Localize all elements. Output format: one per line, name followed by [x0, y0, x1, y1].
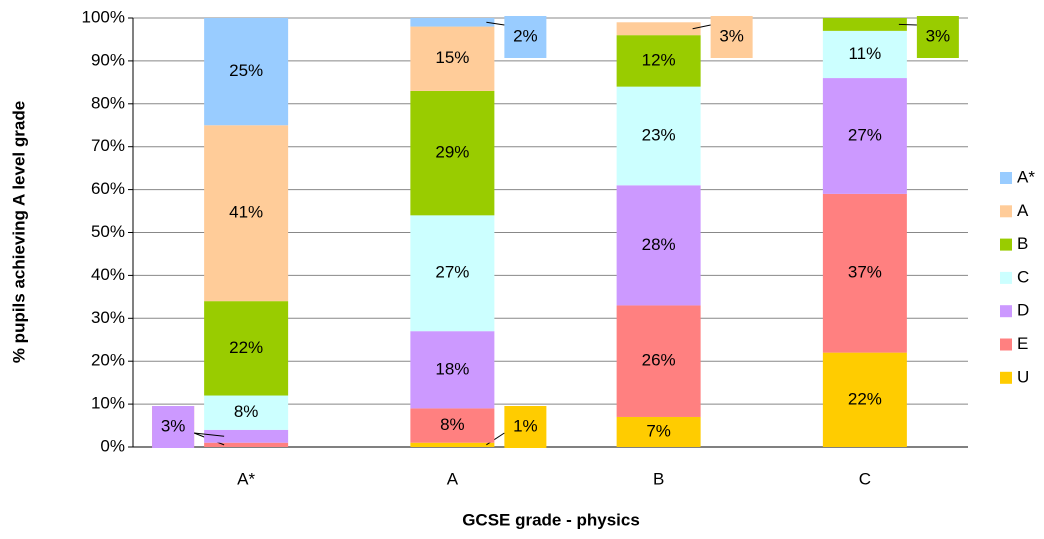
legend-label: E: [1017, 334, 1028, 353]
x-tick-label: C: [859, 469, 871, 488]
bar-segment: [410, 90, 495, 216]
value-label: 7%: [646, 421, 671, 440]
value-label: 1%: [513, 416, 538, 435]
bar-segment: [410, 26, 495, 91]
value-label: 8%: [440, 415, 465, 434]
x-tick-label: A: [447, 469, 459, 488]
value-label: 12%: [642, 50, 676, 69]
value-label: 15%: [435, 48, 469, 67]
legend-swatch: [1000, 238, 1012, 251]
bar-segment: [410, 408, 495, 443]
legend-label: A: [1017, 201, 1029, 220]
value-label: 27%: [848, 125, 882, 144]
bar-segment: [204, 442, 289, 447]
y-tick-label: 50%: [91, 222, 125, 241]
x-tick-label: B: [653, 469, 664, 488]
y-tick-label: 80%: [91, 93, 125, 112]
bar-segment: [204, 125, 289, 302]
y-axis-label: % pupils achieving A level grade: [9, 101, 28, 363]
value-label: 27%: [435, 263, 469, 282]
y-tick-label: 100%: [82, 7, 125, 26]
bar-segment: [822, 193, 907, 353]
bar-segment: [822, 78, 907, 194]
legend-swatch: [1000, 271, 1012, 284]
value-label: 8%: [234, 402, 259, 421]
value-label: 3%: [926, 26, 951, 45]
callout-line: [194, 432, 225, 437]
y-tick-label: 10%: [91, 394, 125, 413]
legend-label: D: [1017, 301, 1029, 320]
callout-box: [504, 406, 547, 448]
legend-label: A*: [1017, 167, 1035, 186]
bar-segment: [410, 18, 495, 27]
legend-label: C: [1017, 267, 1029, 286]
bar-segment: [204, 395, 289, 430]
callout-box: [152, 406, 195, 448]
legend-swatch: [1000, 338, 1012, 351]
bar-segment: [410, 215, 495, 332]
bar-segment: [616, 185, 701, 306]
callout-box: [916, 16, 959, 58]
bar-segment: [204, 429, 289, 443]
bar-segment: [616, 35, 701, 87]
value-label: 26%: [642, 351, 676, 370]
value-label: 25%: [229, 61, 263, 80]
value-label: 18%: [435, 359, 469, 378]
x-tick-label: A*: [237, 469, 255, 488]
y-tick-label: 90%: [91, 50, 125, 69]
bar-segment: [410, 442, 495, 447]
value-label: 11%: [848, 44, 881, 63]
bar-segment: [616, 22, 701, 36]
value-label: 29%: [435, 143, 469, 162]
callout-line: [692, 24, 711, 30]
callout-box: [710, 16, 753, 58]
callout-line: [898, 23, 917, 26]
value-label: 22%: [229, 338, 263, 357]
value-label: 37%: [848, 263, 882, 282]
bar-segment: [822, 352, 907, 447]
y-tick-label: 60%: [91, 179, 125, 198]
value-label: 28%: [642, 235, 676, 254]
value-label: 2%: [513, 26, 538, 45]
value-label: 3%: [161, 416, 186, 435]
value-label: 22%: [848, 389, 882, 408]
callout-line: [486, 21, 505, 26]
y-tick-label: 20%: [91, 351, 125, 370]
legend-label: U: [1017, 367, 1029, 386]
legend-swatch: [1000, 371, 1012, 384]
callout-box: [504, 16, 547, 58]
bar-segment: [822, 18, 907, 31]
bar-segment: [616, 416, 701, 447]
legend-label: B: [1017, 234, 1028, 253]
legend-swatch: [1000, 172, 1012, 184]
bar-segment: [822, 30, 907, 79]
bar-segment: [204, 301, 289, 396]
value-label: 41%: [229, 203, 263, 222]
bar-segment: [616, 86, 701, 186]
y-tick-label: 40%: [91, 265, 125, 284]
y-tick-label: 70%: [91, 136, 125, 155]
legend-swatch: [1000, 305, 1012, 318]
callout-line: [486, 432, 505, 446]
value-label: 23%: [642, 125, 676, 144]
y-tick-label: 0%: [100, 436, 125, 455]
bar-segment: [410, 331, 495, 409]
legend-swatch: [1000, 205, 1012, 218]
x-axis-label: GCSE grade - physics: [462, 510, 640, 529]
y-tick-label: 30%: [91, 308, 125, 327]
value-label: 3%: [719, 26, 744, 45]
bar-segment: [204, 18, 289, 126]
bar-segment: [616, 305, 701, 417]
